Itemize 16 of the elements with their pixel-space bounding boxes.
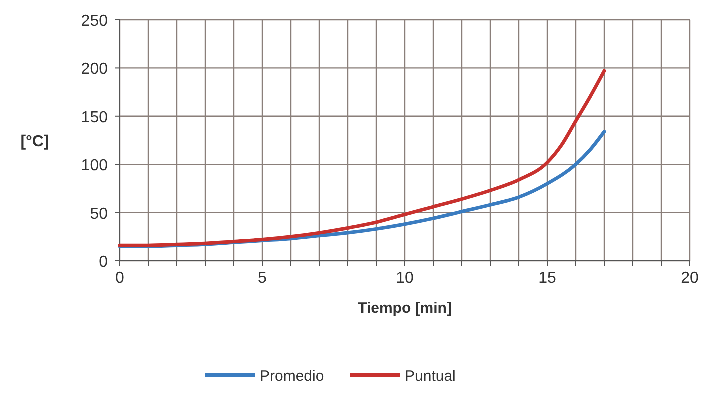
legend-label: Puntual bbox=[405, 368, 456, 385]
y-tick-label: 200 bbox=[81, 61, 108, 78]
x-tick-label: 20 bbox=[681, 270, 699, 287]
x-tick-label: 10 bbox=[396, 270, 414, 287]
y-axis-title: [°C] bbox=[20, 134, 50, 150]
y-tick-label: 250 bbox=[81, 13, 108, 30]
x-tick-label: 15 bbox=[538, 270, 556, 287]
y-tick-label: 150 bbox=[81, 109, 108, 126]
x-axis-title: Tiempo [min] bbox=[358, 300, 452, 317]
legend-label: Promedio bbox=[260, 368, 324, 385]
line-series bbox=[118, 69, 606, 248]
y-tick-label: 100 bbox=[81, 158, 108, 175]
x-tick-label: 5 bbox=[258, 270, 268, 287]
x-tick-label: 0 bbox=[116, 270, 125, 287]
y-tick-label: 50 bbox=[90, 206, 108, 223]
y-tick-label: 0 bbox=[99, 254, 108, 271]
